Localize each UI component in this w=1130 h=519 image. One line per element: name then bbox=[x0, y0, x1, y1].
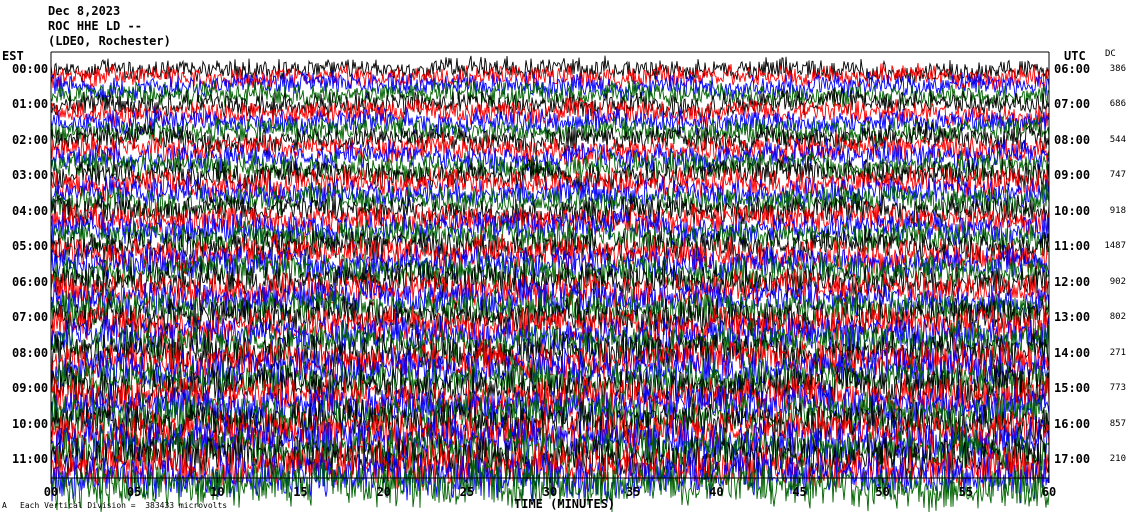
x-tick-label: 20 bbox=[376, 485, 390, 499]
est-hour-label: 01:00 bbox=[12, 97, 49, 112]
utc-hour-label: 17:00 bbox=[1054, 451, 1091, 466]
utc-hour-label: 12:00 bbox=[1054, 274, 1091, 289]
est-hour-label: 08:00 bbox=[12, 345, 49, 360]
x-tick-label: 60 bbox=[1042, 485, 1056, 499]
scale-note: Each Vertical Division = 383433 microvol… bbox=[20, 501, 228, 510]
dc-offset-label: 918 bbox=[1109, 205, 1126, 216]
tick-label-layer: 00 05 10 15 20 25 30 35 40 45 50 55 60 bbox=[44, 485, 1056, 499]
trace-line bbox=[50, 87, 1050, 120]
trace-line bbox=[50, 69, 1050, 103]
trace-line bbox=[50, 208, 1050, 249]
date-title: Dec 8,2023 bbox=[48, 4, 121, 18]
est-hour-label: 10:00 bbox=[12, 416, 49, 431]
est-hour-label: 11:00 bbox=[12, 451, 49, 466]
trace-line bbox=[50, 398, 1050, 448]
est-hour-label: 06:00 bbox=[12, 274, 49, 289]
dc-offset-label: 1487 bbox=[1104, 241, 1126, 252]
trace-layer bbox=[50, 55, 1050, 513]
est-hour-label: 02:00 bbox=[12, 132, 49, 147]
dc-offset-label: 544 bbox=[1109, 134, 1126, 145]
utc-hour-label: 10:00 bbox=[1054, 203, 1091, 218]
dc-offset-label: 773 bbox=[1109, 383, 1126, 394]
utc-hour-label: 16:00 bbox=[1054, 416, 1091, 431]
network-title: (LDEO, Rochester) bbox=[48, 34, 171, 48]
utc-hour-label: 06:00 bbox=[1054, 62, 1091, 76]
station-title: ROC HHE LD -- bbox=[48, 19, 142, 33]
trace-line bbox=[50, 192, 1050, 232]
x-tick-label: 25 bbox=[460, 485, 474, 499]
axis-frame bbox=[50, 51, 1050, 483]
dc-offset-label: 686 bbox=[1109, 99, 1126, 110]
trace-line bbox=[50, 363, 1050, 412]
trace-line bbox=[50, 156, 1050, 194]
trace-line bbox=[50, 97, 1050, 131]
x-tick-label: 30 bbox=[543, 485, 557, 499]
dc-column-title: DC bbox=[1105, 49, 1116, 59]
trace-line bbox=[50, 201, 1050, 236]
dc-offset-label: 210 bbox=[1109, 453, 1126, 464]
dc-offset-label: 271 bbox=[1109, 347, 1126, 358]
utc-hour-label: 07:00 bbox=[1054, 97, 1091, 112]
x-tick-label: 00 bbox=[44, 485, 58, 499]
trace-line bbox=[50, 132, 1050, 166]
est-hour-label: 07:00 bbox=[12, 310, 49, 325]
x-tick-label: 35 bbox=[626, 485, 640, 499]
utc-axis-title: UTC bbox=[1064, 49, 1086, 63]
trace-line bbox=[50, 406, 1050, 459]
utc-hour-label: 13:00 bbox=[1054, 310, 1091, 325]
dc-offset-label: 747 bbox=[1109, 170, 1126, 181]
x-tick-label: 15 bbox=[293, 485, 307, 499]
trace-line bbox=[50, 431, 1050, 484]
est-hour-label: 05:00 bbox=[12, 239, 49, 254]
est-hour-label: 04:00 bbox=[12, 203, 49, 218]
x-axis-title: TIME (MINUTES) bbox=[514, 497, 616, 511]
trace-line bbox=[50, 259, 1050, 300]
est-hour-label: 09:00 bbox=[12, 381, 49, 396]
utc-hour-label: 09:00 bbox=[1054, 168, 1091, 183]
x-tick-label: 40 bbox=[709, 485, 723, 499]
est-hour-label: 00:00 bbox=[12, 62, 49, 76]
utc-hour-label: 08:00 bbox=[1054, 132, 1091, 147]
trace-line bbox=[50, 79, 1050, 109]
x-tick-label: 05 bbox=[127, 485, 141, 499]
trace-line bbox=[50, 457, 1050, 513]
x-tick-label: 55 bbox=[959, 485, 973, 499]
dc-offset-label: 802 bbox=[1109, 312, 1126, 323]
utc-hour-label: 14:00 bbox=[1054, 345, 1091, 360]
trace-line bbox=[50, 174, 1050, 210]
dc-offset-label: 386 bbox=[1109, 64, 1126, 74]
dc-offset-label: 902 bbox=[1109, 276, 1126, 287]
dc-offset-label: 857 bbox=[1109, 418, 1126, 429]
est-axis-title: EST bbox=[2, 49, 24, 63]
est-hour-label: 03:00 bbox=[12, 168, 49, 183]
x-tick-label: 50 bbox=[875, 485, 889, 499]
trace-line bbox=[50, 318, 1050, 366]
x-tick-label: 45 bbox=[792, 485, 806, 499]
x-tick-label: 10 bbox=[210, 485, 224, 499]
utc-hour-label: 11:00 bbox=[1054, 239, 1091, 254]
scale-note-marker: A bbox=[2, 501, 7, 510]
utc-hour-label: 15:00 bbox=[1054, 381, 1091, 396]
trace-line bbox=[50, 250, 1050, 293]
